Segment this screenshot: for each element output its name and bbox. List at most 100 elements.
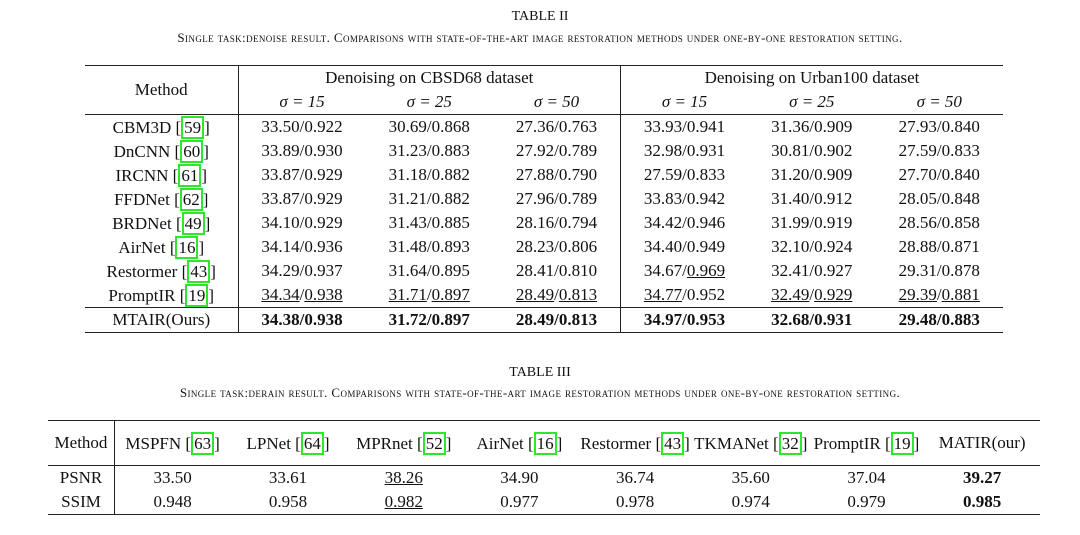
- value-cell: 32.41/0.927: [748, 259, 876, 283]
- psnr: 31.20: [771, 165, 810, 184]
- value: 36.74: [615, 468, 655, 487]
- separator: /: [682, 117, 687, 136]
- ssim: 0.883: [431, 141, 470, 160]
- cite-bracket: [: [417, 433, 423, 453]
- method-cell: PromptIR [19]: [85, 283, 239, 308]
- method-name: DnCNN: [113, 141, 171, 161]
- method-name: BRDNet: [112, 213, 172, 233]
- value-cell: 39.27: [924, 466, 1040, 491]
- separator: /: [936, 285, 942, 304]
- value-cell: 29.39/0.881: [876, 283, 1004, 308]
- method-name: PromptIR: [813, 433, 881, 453]
- citation: 62: [179, 187, 203, 211]
- psnr: 31.48: [388, 237, 427, 256]
- ssim: 0.952: [686, 285, 726, 304]
- value: 38.26: [384, 468, 423, 487]
- ssim: 0.840: [941, 117, 980, 136]
- value-cell: 33.89/0.930: [238, 139, 366, 163]
- ssim: 0.883: [941, 310, 980, 329]
- psnr: 27.59: [643, 165, 683, 184]
- data-row: BRDNet [49] 34.10/0.929 31.43/0.885 28.16/0…: [85, 211, 1003, 235]
- ssim: 0.840: [941, 165, 980, 184]
- group-header: Denoising on Urban100 dataset: [704, 68, 920, 87]
- separator: /: [554, 117, 559, 136]
- ssim: 0.919: [814, 213, 853, 232]
- ssim: 0.897: [431, 310, 470, 329]
- cite-bracket: [: [185, 433, 192, 453]
- separator: /: [299, 261, 305, 280]
- ssim: 0.790: [558, 165, 598, 184]
- data-row: CBM3D [59] 33.50/0.922 30.69/0.868 27.36/0.…: [85, 114, 1003, 140]
- value-cell: 0.982: [346, 490, 462, 515]
- value-cell: 0.974: [693, 490, 809, 515]
- separator: /: [682, 310, 687, 329]
- sigma-header: σ = 15: [620, 90, 748, 115]
- value-cell: 0.985: [924, 490, 1040, 515]
- header-row: Method Denoising on CBSD68 dataset Denoisi…: [85, 65, 1003, 115]
- sigma-header: σ = 25: [748, 90, 876, 115]
- derain-table: Method MSPFN [63] LPNet [64] MPRnet [52] Air…: [48, 420, 1040, 515]
- separator: /: [809, 213, 815, 232]
- ssim: 0.858: [941, 213, 980, 232]
- psnr: 29.31: [898, 261, 937, 280]
- header-row: Method MSPFN [63] LPNet [64] MPRnet [52] Air…: [48, 420, 1040, 466]
- value-cell: 30.69/0.868: [366, 115, 494, 140]
- metric-cell: SSIM: [48, 490, 115, 515]
- value-cell: 33.50/0.922: [238, 115, 366, 140]
- group-header: Denoising on CBSD68 dataset: [238, 65, 621, 90]
- ssim: 0.938: [304, 310, 343, 329]
- ssim: 0.871: [941, 237, 980, 256]
- value-cell: 37.04: [809, 466, 925, 491]
- psnr: 32.68: [771, 310, 810, 329]
- value-cell: 33.87/0.929: [238, 187, 366, 211]
- separator: /: [554, 261, 559, 280]
- cite-bracket: ]: [445, 433, 452, 453]
- ssim: 0.763: [558, 117, 598, 136]
- psnr: 28.41: [515, 261, 555, 280]
- citation: 64: [300, 431, 324, 455]
- value-cell: 31.48/0.893: [366, 235, 494, 259]
- separator: /: [809, 117, 815, 136]
- separator: /: [809, 141, 815, 160]
- ssim: 0.938: [304, 285, 343, 304]
- method-name: Restormer: [106, 261, 178, 281]
- subheader-row: σ = 15 σ = 25 σ = 50 σ = 15 σ = 25 σ = 50: [85, 90, 1004, 115]
- data-row: AirNet [16] 34.14/0.936 31.48/0.893 28.23/0…: [85, 235, 1003, 259]
- value-cell: 31.21/0.882: [366, 187, 494, 211]
- psnr: 31.40: [771, 189, 810, 208]
- separator: /: [426, 310, 432, 329]
- psnr: 33.87: [261, 165, 300, 184]
- method-header: LPNet [64]: [230, 420, 346, 466]
- ssim: 0.929: [304, 165, 343, 184]
- value: 0.974: [731, 492, 770, 511]
- method-header: MATIR(our): [924, 420, 1040, 466]
- separator: /: [426, 141, 432, 160]
- data-row: IRCNN [61] 33.87/0.929 31.18/0.882 27.88/0.…: [85, 163, 1003, 187]
- ssim: 0.930: [304, 141, 343, 160]
- separator: /: [426, 189, 432, 208]
- separator: /: [936, 141, 942, 160]
- value-cell: 27.36/0.763: [493, 114, 621, 139]
- value-cell: 28.49/0.813: [493, 283, 621, 308]
- cite-bracket: [: [179, 285, 186, 305]
- data-row: DnCNN [60] 33.89/0.930 31.23/0.883 27.92/0.…: [85, 139, 1003, 163]
- separator: /: [682, 237, 687, 256]
- value-cell: 0.978: [577, 490, 693, 515]
- method-name: AirNet: [118, 237, 166, 257]
- cite-bracket: [: [172, 165, 179, 185]
- ssim: 0.789: [558, 189, 598, 208]
- value-cell: 34.34/0.938: [238, 283, 366, 308]
- separator: /: [554, 141, 559, 160]
- separator: /: [554, 310, 559, 329]
- method-name: AirNet: [476, 433, 524, 453]
- value-cell: 34.77/0.952: [621, 283, 749, 308]
- separator: /: [809, 189, 815, 208]
- separator: /: [426, 285, 432, 304]
- psnr: 28.88: [898, 237, 937, 256]
- value: 35.60: [731, 468, 770, 487]
- value-cell: 27.88/0.790: [493, 163, 621, 187]
- ssim: 0.833: [686, 165, 726, 184]
- method-name: PromptIR: [108, 285, 176, 305]
- psnr: 28.05: [898, 189, 937, 208]
- psnr: 27.59: [898, 141, 937, 160]
